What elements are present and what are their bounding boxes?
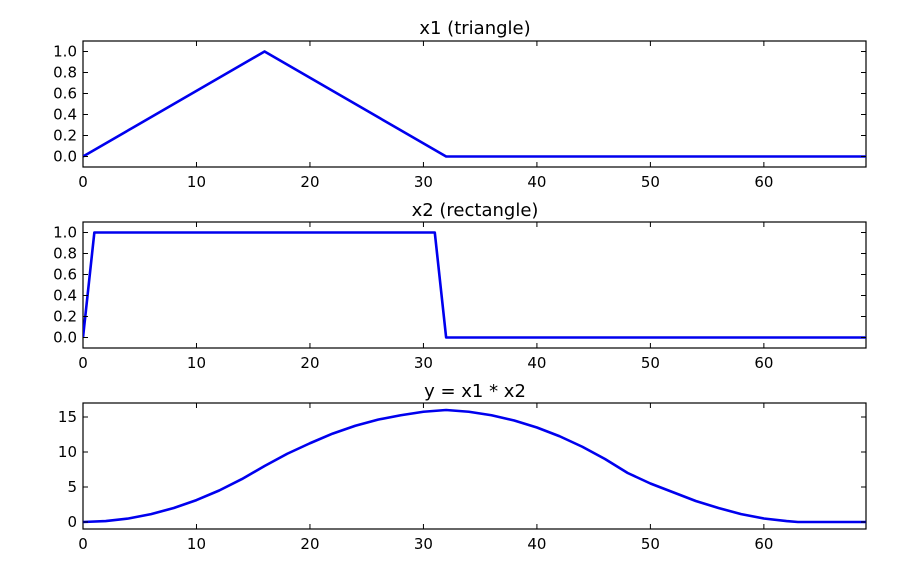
- x-tick-label: 30: [414, 535, 433, 553]
- x-tick-label: 50: [641, 354, 660, 372]
- x-tick-label: 0: [78, 173, 88, 191]
- plot-frame: [82, 402, 867, 530]
- x-tick-label: 40: [527, 535, 546, 553]
- x-tick-label: 0: [78, 354, 88, 372]
- x-tick-label: 50: [641, 535, 660, 553]
- y-tick-label: 0.2: [53, 308, 77, 326]
- x-tick-label: 40: [527, 173, 546, 191]
- y-tick-label: 5: [67, 478, 77, 496]
- x-tick-label: 10: [187, 173, 206, 191]
- x-tick-label: 30: [414, 173, 433, 191]
- x-tick-label: 10: [187, 354, 206, 372]
- x-tick-label: 20: [300, 535, 319, 553]
- y-tick-label: 0.4: [53, 106, 77, 124]
- y-tick-label: 15: [58, 408, 77, 426]
- y-tick-label: 10: [58, 443, 77, 461]
- subplot-x2-rectangle: x2 (rectangle) 0 10 20 30 40 50 60 0.0 0.2 0.4 0.6…: [53, 200, 867, 372]
- y-tick-label: 0.8: [53, 245, 77, 263]
- x-tick-label: 40: [527, 354, 546, 372]
- x-tick-label: 20: [300, 354, 319, 372]
- y-tick-label: 1.0: [53, 224, 77, 242]
- y-tick-label: 0.2: [53, 127, 77, 145]
- x-tick-label: 0: [78, 535, 88, 553]
- y-tick-label: 0.6: [53, 266, 77, 284]
- x-tick-label: 60: [754, 535, 773, 553]
- plot-frame: [82, 40, 867, 168]
- y-tick-label: 0.0: [53, 329, 77, 347]
- x-tick-label: 30: [414, 354, 433, 372]
- series-line: [83, 408, 866, 524]
- x-tick-label: 10: [187, 535, 206, 553]
- subplot-y-product: y = x1 * x2 0 10 20 30 40 50 60 0 5 10 15: [58, 381, 867, 553]
- subplot-x1-triangle: x1 (triangle) 0 10 20 30 40 50 60 0.0 0.2 0.4 0.6 0…: [53, 18, 867, 191]
- y-tick-label: 0.0: [53, 148, 77, 166]
- y-tick-label: 0.8: [53, 64, 77, 82]
- y-tick-label: 0.6: [53, 85, 77, 103]
- plot-frame: [82, 221, 867, 349]
- y-tick-label: 0.4: [53, 287, 77, 305]
- x-tick-label: 50: [641, 173, 660, 191]
- series-line: [83, 231, 866, 339]
- subplot-title: y = x1 * x2: [424, 381, 526, 402]
- y-tick-label: 1.0: [53, 43, 77, 61]
- x-tick-label: 20: [300, 173, 319, 191]
- subplot-title: x1 (triangle): [419, 18, 530, 39]
- y-tick-label: 0: [67, 513, 77, 531]
- x-tick-label: 60: [754, 173, 773, 191]
- x-tick-label: 60: [754, 354, 773, 372]
- series-line: [83, 50, 866, 158]
- subplot-title: x2 (rectangle): [412, 200, 539, 221]
